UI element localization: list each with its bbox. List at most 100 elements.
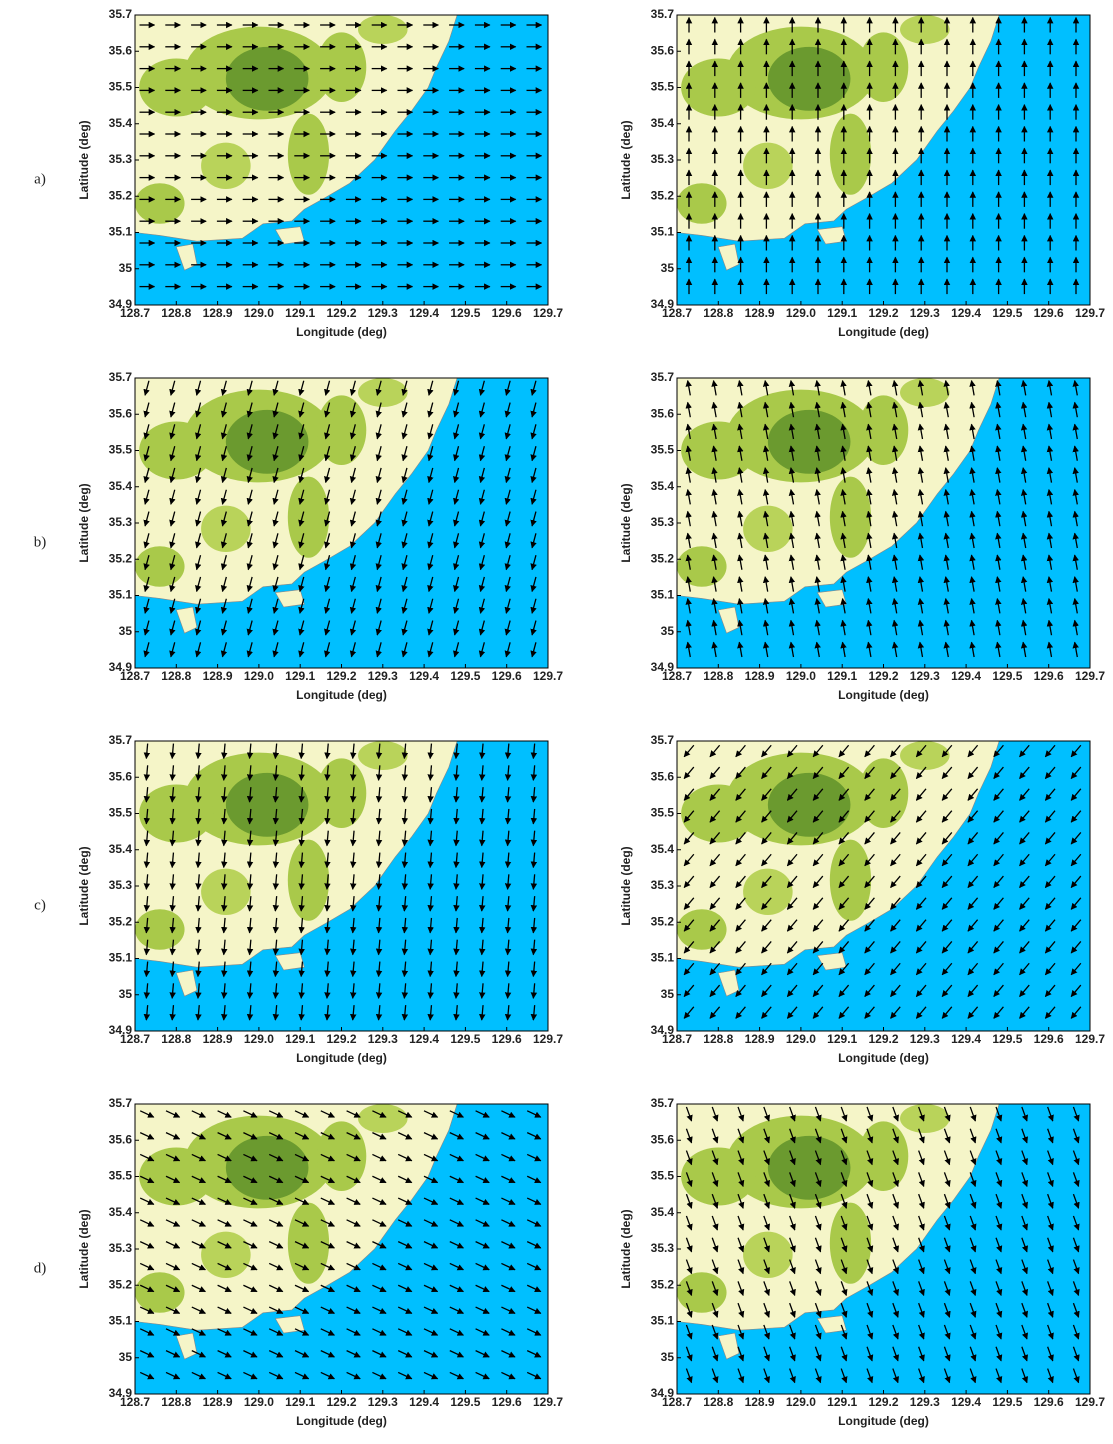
wind-vector bbox=[737, 467, 744, 483]
wind-vector bbox=[786, 875, 798, 889]
wind-vector bbox=[143, 983, 151, 999]
wind-vector bbox=[866, 510, 873, 527]
wind-vector bbox=[838, 766, 850, 780]
wind-vector bbox=[735, 810, 746, 823]
wind-vector bbox=[349, 576, 357, 593]
wind-vector bbox=[169, 402, 176, 418]
wind-vector bbox=[685, 445, 692, 461]
wind-vector bbox=[786, 897, 798, 910]
wind-vector bbox=[683, 744, 695, 758]
wind-vector bbox=[246, 511, 253, 527]
wind-vector bbox=[917, 641, 925, 658]
wind-vector bbox=[246, 598, 253, 614]
wind-vector bbox=[350, 787, 357, 803]
wind-vector bbox=[272, 511, 279, 527]
wind-vector bbox=[891, 423, 899, 440]
wind-vector bbox=[1020, 597, 1028, 614]
y-tick-label: 35.7 bbox=[109, 733, 133, 747]
wind-vector bbox=[401, 620, 408, 636]
wind-vector bbox=[709, 766, 721, 780]
wind-vector bbox=[711, 576, 718, 592]
wind-vector bbox=[220, 402, 228, 418]
wind-vector bbox=[401, 808, 409, 825]
wind-vector bbox=[195, 808, 202, 825]
wind-vector bbox=[995, 619, 1002, 636]
wind-vector bbox=[711, 641, 718, 658]
x-axis-label: Longitude (deg) bbox=[838, 325, 929, 339]
y-tick-label: 35.1 bbox=[651, 225, 675, 239]
wind-vector bbox=[272, 765, 280, 781]
wind-vector bbox=[786, 766, 798, 780]
wind-vector bbox=[891, 532, 899, 549]
wind-vector bbox=[401, 874, 409, 890]
x-tick-label: 129.5 bbox=[450, 669, 480, 683]
wind-vector bbox=[969, 641, 976, 658]
wind-vector bbox=[272, 743, 280, 760]
wind-vector bbox=[915, 744, 927, 758]
wind-vector bbox=[1072, 423, 1079, 440]
wind-vector bbox=[941, 766, 953, 780]
y-tick-label: 35 bbox=[661, 624, 675, 638]
wind-vector bbox=[840, 532, 847, 549]
wind-vector bbox=[941, 875, 953, 889]
wind-vector bbox=[864, 810, 875, 823]
wind-vector bbox=[941, 919, 953, 932]
wind-vector bbox=[530, 917, 538, 934]
wind-vector bbox=[840, 488, 847, 505]
wind-vector bbox=[478, 511, 486, 527]
wind-vector bbox=[814, 467, 821, 483]
wind-vector bbox=[195, 554, 202, 571]
wind-vector bbox=[504, 787, 512, 803]
wind-vector bbox=[786, 1006, 798, 1019]
wind-vector bbox=[866, 619, 873, 636]
x-tick-label: 129.0 bbox=[244, 669, 274, 683]
wind-vector bbox=[891, 641, 899, 658]
wind-vector bbox=[221, 939, 228, 956]
wind-vector bbox=[840, 619, 847, 636]
wind-vector bbox=[195, 917, 202, 934]
wind-vector bbox=[246, 983, 254, 999]
wind-vector bbox=[427, 917, 434, 934]
wind-vector bbox=[169, 765, 176, 781]
wind-vector bbox=[995, 401, 1002, 418]
wind-vector bbox=[324, 576, 331, 593]
wind-vector bbox=[737, 401, 744, 418]
wind-vector bbox=[401, 917, 409, 934]
wind-vector bbox=[685, 510, 692, 527]
wind-vector bbox=[401, 402, 408, 418]
wind-vector bbox=[969, 576, 976, 592]
wind-vector bbox=[375, 961, 383, 978]
wind-vector bbox=[169, 554, 176, 571]
wind-vector bbox=[788, 576, 796, 592]
wind-vector bbox=[375, 808, 383, 825]
wind-vector bbox=[169, 642, 176, 658]
wind-vector bbox=[195, 1005, 202, 1021]
wind-vector bbox=[917, 488, 925, 505]
wind-vector bbox=[1020, 423, 1028, 440]
wind-vector bbox=[967, 853, 979, 867]
wind-vector bbox=[1072, 379, 1079, 396]
wind-vector bbox=[915, 897, 927, 910]
wind-vector bbox=[761, 744, 772, 758]
wind-vector bbox=[890, 962, 901, 976]
wind-vector bbox=[1072, 554, 1079, 570]
wind-vector bbox=[220, 511, 228, 527]
wind-vector bbox=[890, 919, 901, 932]
wind-vector bbox=[737, 532, 744, 549]
wind-vector bbox=[479, 1005, 486, 1021]
wind-vector bbox=[737, 576, 744, 592]
wind-vector bbox=[967, 744, 979, 758]
x-tick-label: 129.4 bbox=[951, 1032, 981, 1046]
wind-vector bbox=[761, 853, 772, 867]
wind-vector bbox=[324, 787, 331, 803]
wind-vector bbox=[246, 402, 253, 418]
wind-vector bbox=[838, 853, 850, 867]
wind-vector bbox=[737, 510, 744, 527]
x-tick-label: 128.9 bbox=[745, 306, 775, 320]
wind-vector bbox=[890, 810, 901, 823]
wind-vector bbox=[737, 641, 744, 658]
wind-vector bbox=[169, 489, 176, 505]
wind-vector bbox=[324, 852, 331, 869]
wind-vector bbox=[812, 897, 824, 910]
x-tick-label: 129.5 bbox=[992, 1395, 1022, 1409]
